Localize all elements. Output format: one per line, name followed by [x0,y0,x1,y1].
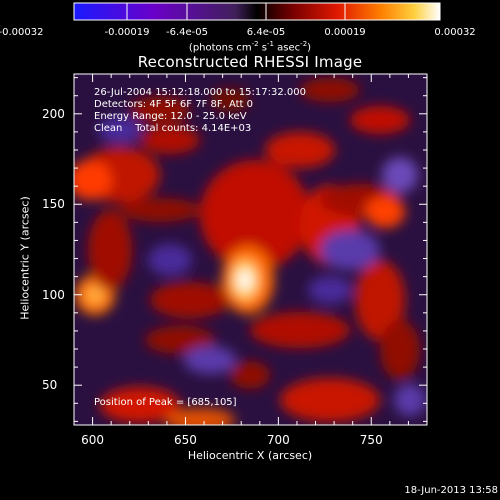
y-tick-label: 200 [42,106,65,121]
x-axis-label: Heliocentric X (arcsec) [187,449,313,462]
image-map [74,74,427,425]
y-tick-label: 100 [42,287,65,302]
image-intensity-blob [394,384,426,416]
image-intensity-blob [300,78,360,102]
image-intensity-blob [320,230,380,270]
image-intensity-blob [200,160,310,270]
y-tick-label: 150 [42,197,65,212]
x-tick-label: 650 [174,433,197,447]
image-intensity-blob [350,106,410,134]
image-intensity-blob [280,378,380,422]
image-intensity-blob [88,210,132,290]
image-intensity-blob [74,160,112,200]
colorbar-tick-label: -0.00019 [104,27,150,38]
colorbar-tick-label: 6.4e-05 [246,27,286,38]
peak-position-text: Position of Peak = [685,105] [94,397,237,408]
x-tick-label: 750 [359,433,383,447]
y-axis-label: Heliocentric Y (arcsec) [18,196,32,320]
image-intensity-blob [148,244,192,276]
image-intensity-blob [210,88,250,112]
image-intensity-blob [86,286,104,304]
image-intensity-blob [130,96,190,124]
colorbar-gradient [73,2,441,21]
image-intensity-blob [308,276,352,304]
image-intensity-blob [184,346,236,374]
colorbar-ticks [126,3,346,20]
image-intensity-blob [230,361,270,389]
plot-frame [73,73,428,426]
image-intensity-blob [382,157,418,193]
colorbar-tick-label: 0.00019 [324,27,366,38]
image-intensity-blob [140,126,200,154]
image-intensity-blob [120,198,200,222]
colorbar-tick-label: -0.00032 [0,27,44,38]
image-intensity-blob [145,326,215,354]
image-intensity-blob [365,196,405,228]
colorbar-tick-label: -6.4e-05 [166,27,208,38]
image-intensity-blob [355,260,405,340]
observation-info-line: 26-Jul-2004 15:12:18.000 to 15:17:32.000 [94,87,306,98]
image-intensity-blob [165,408,235,425]
image-intensity-blob [238,270,252,290]
observation-info-line: Detectors: 4F 5F 6F 7F 8F, Att 0 [94,99,254,110]
image-intensity-blob [150,282,230,318]
colorbar-units: (photons cm-2 s-1 asec-2) [188,40,312,54]
timestamp: 18-Jun-2013 13:58 [404,485,498,496]
observation-info-line: Energy Range: 12.0 - 25.0 keV [94,111,247,122]
axis-ticks [73,74,428,425]
x-tick-label: 600 [81,433,105,447]
image-intensity-blob [100,387,180,423]
image-intensity-blob [265,132,335,168]
observation-info-line: Clean Total counts: 4.14E+03 [94,123,252,134]
image-intensity-blob [380,320,420,380]
colorbar-tick-label: 0.00032 [434,27,476,38]
image-intensity-blob [250,312,350,348]
x-tick-label: 700 [266,433,290,447]
colorbar [73,2,441,21]
plot-title: Reconstructed RHESSI Image [137,53,363,71]
image-intensity-blob [98,116,142,144]
y-tick-label: 50 [42,378,58,393]
